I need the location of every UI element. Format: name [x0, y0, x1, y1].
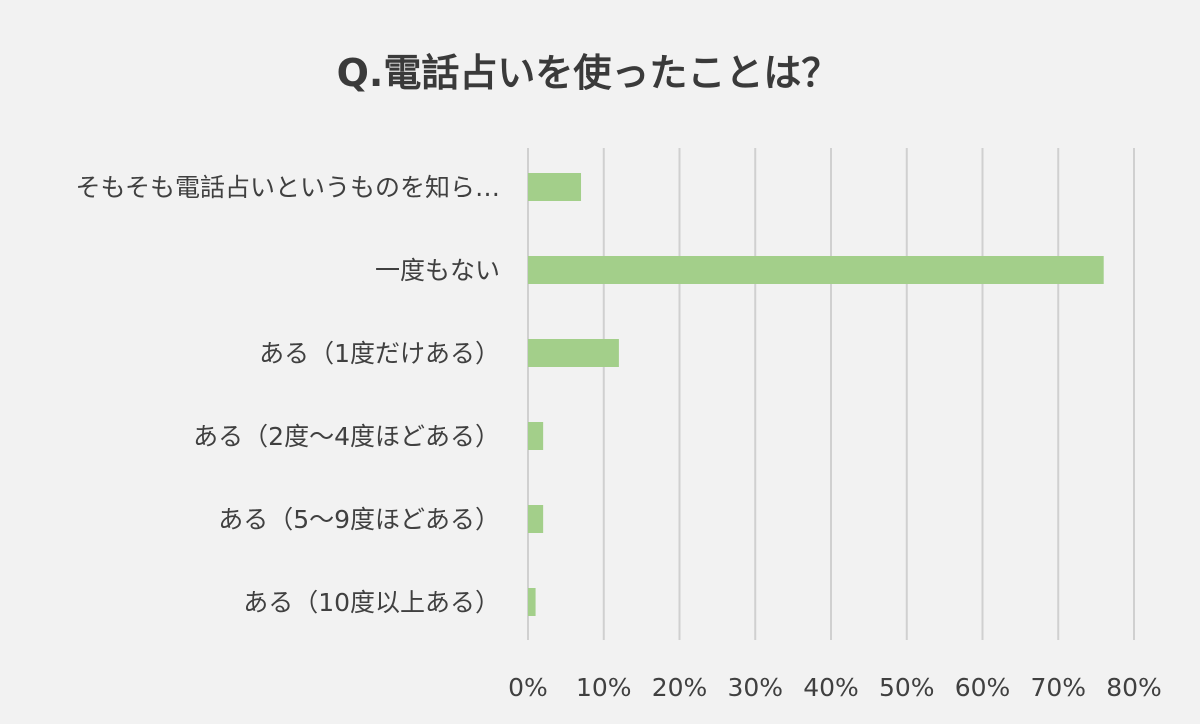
bar [528, 505, 544, 533]
x-tick-label: 10% [576, 673, 632, 702]
category-label: ある（5～9度ほどある） [218, 505, 500, 534]
category-label: そもそも電話占いというものを知ら… [75, 173, 500, 202]
category-label: ある（1度だけある） [259, 339, 500, 368]
bar [528, 588, 536, 616]
x-tick-label: 0% [508, 673, 548, 702]
category-label: ある（2度～4度ほどある） [193, 422, 500, 451]
bar [528, 256, 1104, 284]
x-tick-labels: 0% 10% 20% 30% 40% 50% 60% 70% 80% [508, 673, 1162, 702]
bars [528, 173, 1104, 616]
gridlines [527, 148, 1135, 640]
chart-title: Q.電話占いを使ったことは？ [337, 51, 840, 95]
x-tick-label: 70% [1030, 673, 1086, 702]
x-tick-label: 30% [727, 673, 783, 702]
bar [528, 339, 619, 367]
x-tick-label: 20% [652, 673, 708, 702]
x-tick-label: 40% [803, 673, 859, 702]
x-tick-label: 80% [1106, 673, 1162, 702]
x-tick-label: 50% [879, 673, 935, 702]
x-tick-label: 60% [955, 673, 1011, 702]
bar [528, 422, 544, 450]
bar [528, 173, 582, 201]
category-label: ある（10度以上ある） [243, 588, 500, 617]
category-label: 一度もない [375, 256, 500, 285]
